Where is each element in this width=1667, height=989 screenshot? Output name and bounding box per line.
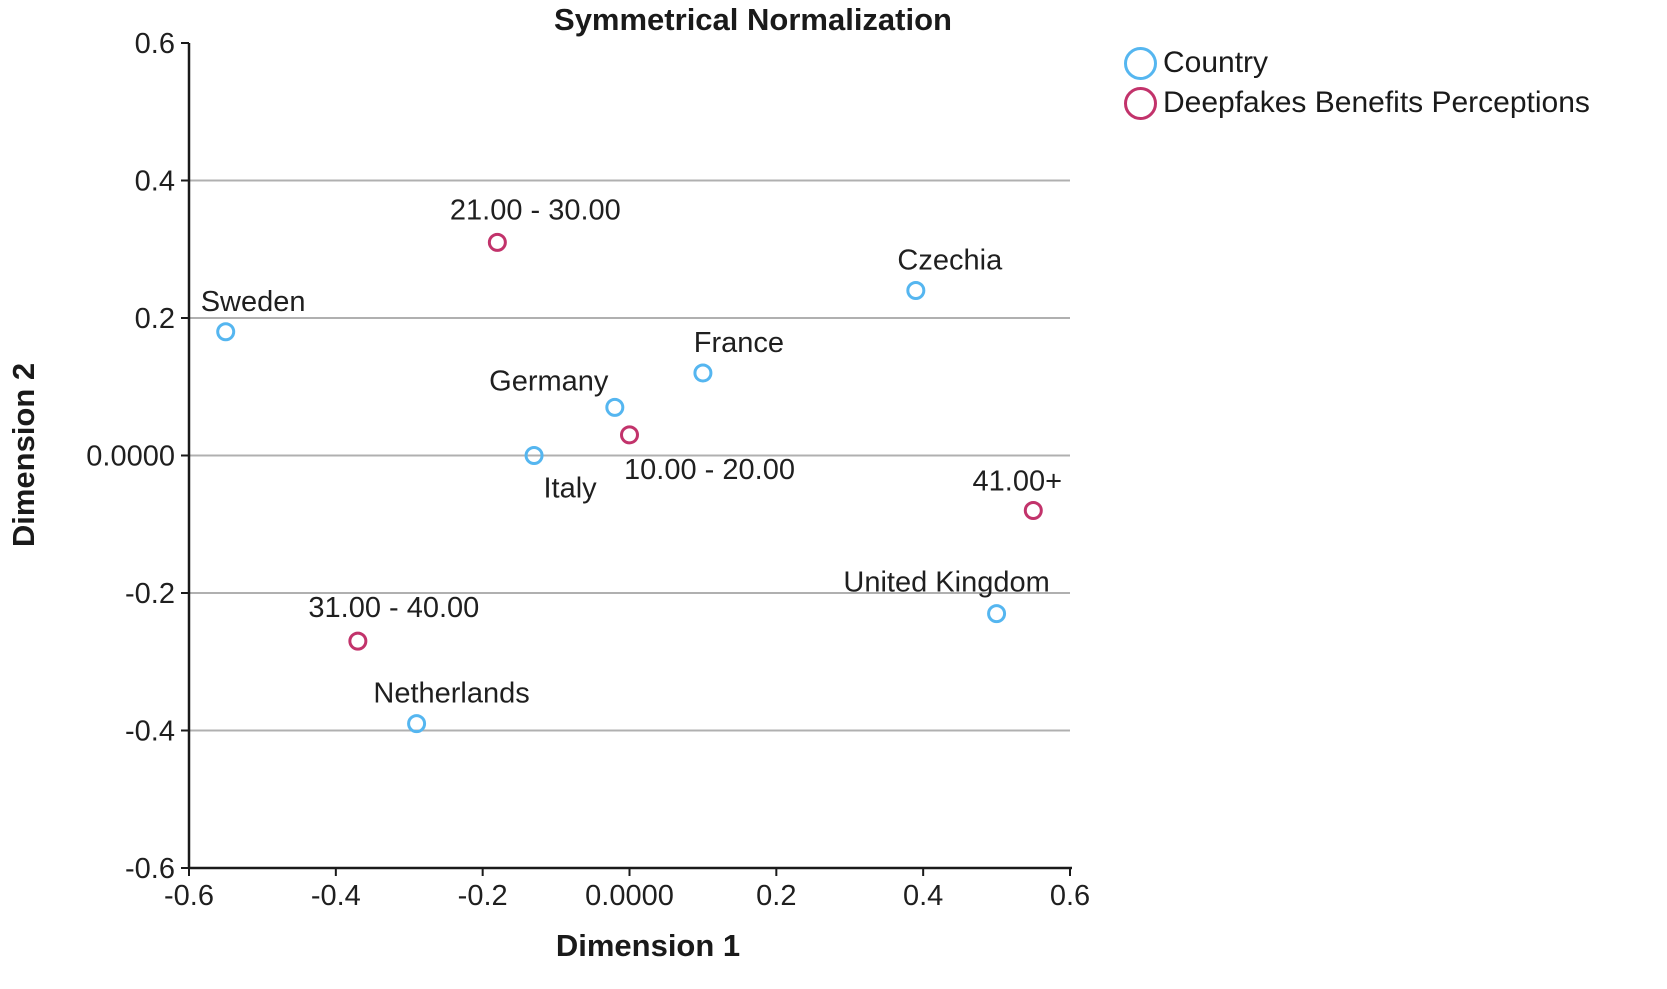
y-tick-label: 0.4 [135, 166, 175, 198]
data-point [487, 232, 507, 252]
x-tick-label: 0.0000 [585, 880, 674, 912]
data-point [1023, 501, 1043, 520]
chart-title: Symmetrical Normalization [554, 2, 952, 37]
point-label: Netherlands [373, 678, 529, 710]
y-tick-label: 0.0000 [86, 441, 175, 473]
y-tick-label: -0.4 [125, 716, 175, 748]
x-tick-label: 0.6 [1050, 880, 1090, 912]
data-point [620, 425, 639, 445]
point-label: United Kingdom [843, 567, 1049, 599]
data-point [348, 631, 368, 651]
data-point [987, 604, 1007, 624]
point-label: 10.00 - 20.00 [624, 454, 795, 486]
x-tick-label: 0.2 [756, 880, 796, 912]
point-label: Italy [543, 473, 597, 505]
point-label: 21.00 - 30.00 [450, 194, 621, 226]
data-point [693, 363, 713, 383]
x-tick-label: -0.2 [458, 880, 508, 912]
legend-label-country: Country [1163, 46, 1269, 79]
y-tick-label: -0.6 [125, 853, 175, 885]
data-point [407, 714, 427, 734]
legend: Country Deepfakes Benefits Perceptions [1124, 46, 1590, 120]
x-tick-label: -0.6 [164, 880, 214, 912]
point-label: Germany [489, 365, 609, 397]
data-point [216, 322, 236, 342]
data-point [605, 397, 625, 417]
y-tick-label: 0.6 [135, 28, 175, 60]
data-point [524, 446, 544, 465]
x-tick-label: -0.4 [311, 880, 361, 912]
data-point [906, 281, 926, 300]
point-label: France [694, 327, 784, 359]
legend-label-perceptions: Deepfakes Benefits Perceptions [1163, 86, 1590, 119]
legend-item-perceptions: Deepfakes Benefits Perceptions [1124, 86, 1590, 120]
point-label: 41.00+ [973, 466, 1063, 498]
point-label: Sweden [201, 286, 306, 318]
y-tick-label: -0.2 [125, 578, 175, 610]
point-label: 31.00 - 40.00 [308, 592, 479, 624]
x-tick-label: 0.4 [903, 880, 943, 912]
y-tick-label: 0.2 [135, 303, 175, 335]
perceptions-marker-icon [1124, 86, 1157, 120]
country-marker-icon [1124, 46, 1157, 80]
point-label: Czechia [897, 245, 1003, 277]
legend-item-country: Country [1124, 46, 1590, 80]
x-axis-title: Dimension 1 [555, 928, 741, 963]
